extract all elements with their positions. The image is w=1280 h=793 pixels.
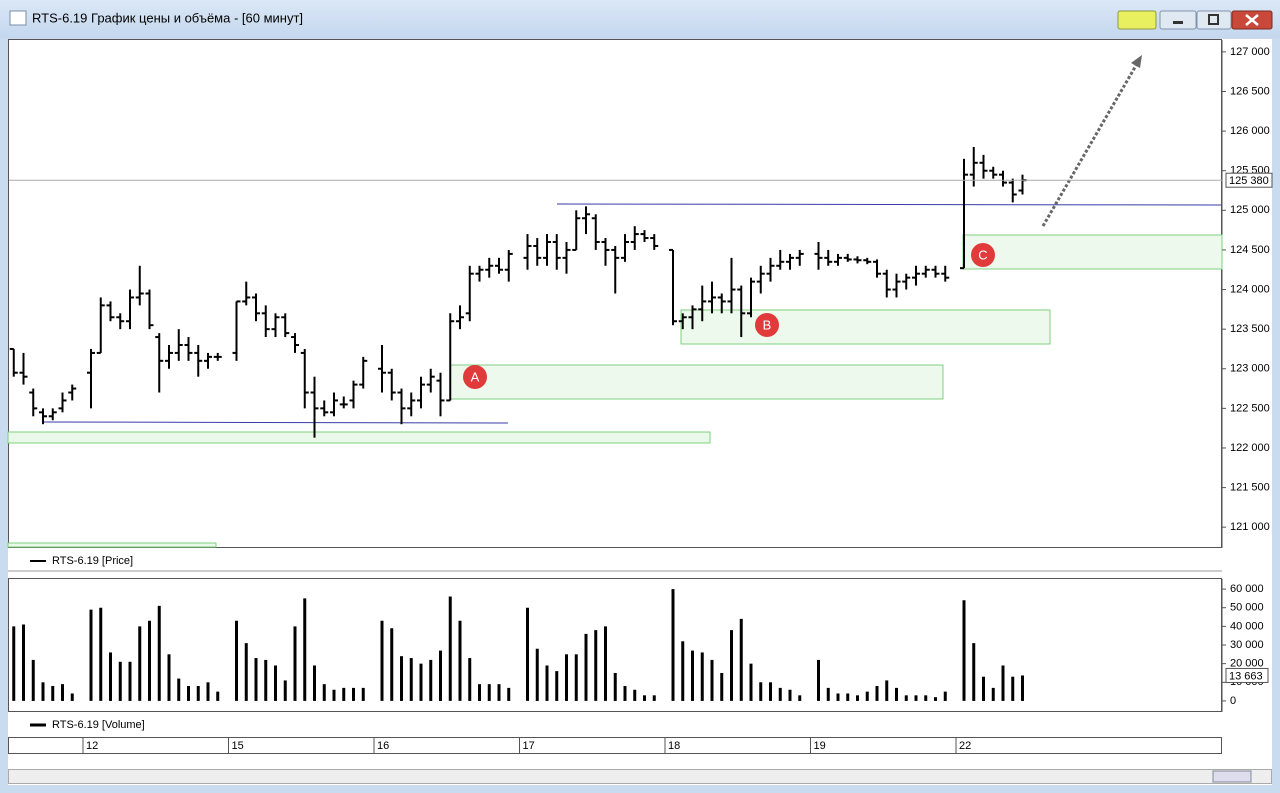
y-tick-label: 0 [1230, 695, 1236, 707]
y-tick-label: 127 000 [1230, 46, 1270, 58]
y-tick-label: 123 500 [1230, 323, 1270, 335]
y-tick-label: 122 500 [1230, 402, 1270, 414]
support-line [41, 421, 509, 424]
y-tick-label: 126 000 [1230, 125, 1270, 137]
y-tick-label: 124 000 [1230, 283, 1270, 295]
window-title: RTS-6.19 График цены и объёма - [60 мину… [32, 10, 303, 25]
marker-a [463, 365, 487, 389]
last-value-label: 13 663 [1229, 670, 1263, 682]
link-button[interactable] [1117, 10, 1157, 30]
zone-b [680, 309, 1051, 345]
app-icon [9, 10, 27, 26]
marker-c [971, 243, 995, 267]
zone [7, 431, 711, 444]
x-tick-label: 22 [959, 740, 971, 752]
last-price-label: 125 380 [1229, 175, 1269, 187]
y-tick-label: 60 000 [1230, 583, 1264, 595]
x-tick-label: 17 [523, 740, 535, 752]
minimize-button[interactable] [1159, 10, 1197, 30]
minimize-icon [1173, 21, 1183, 24]
x-tick-label: 15 [232, 740, 244, 752]
marker-label: C [978, 247, 987, 262]
zone-c [962, 234, 1223, 270]
y-tick-label: 125 000 [1230, 204, 1270, 216]
maximize-icon [1208, 14, 1219, 25]
time-axis [8, 737, 1222, 754]
x-tick-label: 12 [86, 740, 98, 752]
y-tick-label: 123 000 [1230, 363, 1270, 375]
maximize-button[interactable] [1196, 10, 1232, 30]
marker-label: B [763, 317, 772, 332]
last-price-box [1225, 172, 1273, 188]
y-tick-label: 121 000 [1230, 521, 1270, 533]
x-tick-label: 19 [814, 740, 826, 752]
marker-b [755, 313, 779, 337]
title-bar [0, 0, 1280, 38]
y-tick-label: 50 000 [1230, 602, 1264, 614]
close-icon [1245, 14, 1259, 26]
arrow-head [1131, 55, 1142, 68]
zone-a [449, 364, 944, 400]
legend-volume: RTS-6.19 [Volume] [52, 719, 145, 731]
resistance-line [556, 203, 1223, 206]
y-tick-label: 30 000 [1230, 639, 1264, 651]
legend-price: RTS-6.19 [Price] [52, 555, 133, 567]
last-value-box [1225, 667, 1269, 683]
marker-label: A [471, 369, 480, 384]
y-tick-label: 40 000 [1230, 620, 1264, 632]
y-tick-label: 20 000 [1230, 658, 1264, 670]
scroll-thumb[interactable] [1212, 770, 1252, 783]
x-tick-label: 16 [377, 740, 389, 752]
y-tick-label: 121 500 [1230, 481, 1270, 493]
scrollbar[interactable] [8, 769, 1272, 784]
x-tick-label: 18 [668, 740, 680, 752]
zone [7, 542, 217, 548]
y-tick-label: 126 500 [1230, 85, 1270, 97]
arrow-line [1041, 61, 1140, 227]
y-tick-label: 122 000 [1230, 442, 1270, 454]
y-tick-label: 124 500 [1230, 244, 1270, 256]
